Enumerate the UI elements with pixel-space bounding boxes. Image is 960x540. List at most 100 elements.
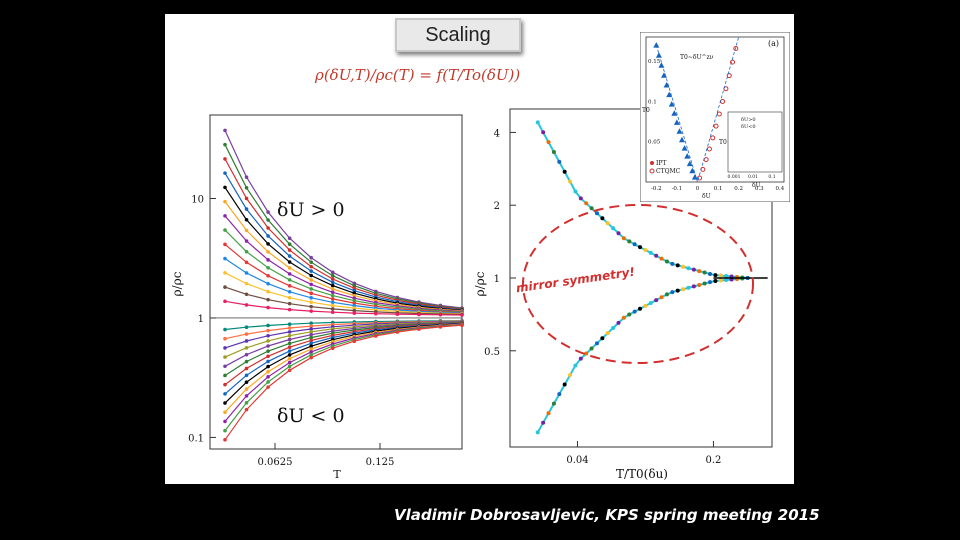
left-series-line xyxy=(224,201,463,312)
left-series-point xyxy=(309,264,313,269)
left-series-point xyxy=(244,175,249,179)
right-branch-point xyxy=(686,285,691,290)
inset-point-positive xyxy=(706,146,712,152)
left-ytick-label: 10 xyxy=(191,195,204,206)
left-series-point xyxy=(223,401,227,405)
left-series-point xyxy=(330,307,335,311)
inset-point-negative xyxy=(691,174,698,180)
inset-point-negative xyxy=(666,91,673,98)
mirror-ellipse xyxy=(522,204,754,364)
left-ylabel: ρ/ρc xyxy=(170,271,184,296)
left-series-point xyxy=(309,324,313,328)
left-series-point xyxy=(352,293,357,298)
inset-xtick-label: 0.4 xyxy=(776,186,785,192)
left-series-point xyxy=(223,392,227,396)
left-series-point xyxy=(266,354,270,359)
left-series-line xyxy=(224,272,463,315)
left-ytick-label: 1 xyxy=(198,314,204,325)
right-branch-point xyxy=(594,341,599,346)
right-branch-point xyxy=(541,130,546,135)
left-series-point xyxy=(244,332,249,336)
left-series-point xyxy=(223,242,227,247)
right-branch-point xyxy=(568,372,573,377)
right-xlabel: T/T0(δu) xyxy=(616,467,668,481)
right-branch-point xyxy=(562,382,567,387)
left-plot-frame xyxy=(209,114,463,450)
left-series-point xyxy=(352,288,357,293)
inset-legend-marker-ipt xyxy=(650,161,654,165)
right-branch-point xyxy=(654,298,659,303)
left-series-line xyxy=(224,322,463,395)
right-branch-point xyxy=(621,315,626,320)
inset-point-negative xyxy=(668,101,675,107)
left-series-point xyxy=(223,373,227,378)
right-branch-point xyxy=(691,284,696,289)
left-series-point xyxy=(244,346,249,350)
left-series-point xyxy=(352,286,357,291)
right-branch-point xyxy=(718,273,723,278)
left-series-line xyxy=(224,258,463,314)
right-branch-point xyxy=(632,242,637,247)
left-series-point xyxy=(244,352,249,357)
left-series-point xyxy=(287,307,292,312)
inset-xtick-label: 0 xyxy=(696,186,700,192)
left-series-point xyxy=(309,304,313,309)
left-series-point xyxy=(287,284,292,288)
left-series-point xyxy=(287,368,292,373)
right-branch-point xyxy=(535,120,540,125)
left-series-point xyxy=(244,303,249,307)
left-series-point xyxy=(309,347,313,351)
left-series-point xyxy=(223,228,227,232)
left-series-point xyxy=(309,291,313,296)
right-branch-point xyxy=(584,201,589,206)
left-series-point xyxy=(330,287,335,291)
right-xtick-label: 0.2 xyxy=(705,455,721,466)
left-series-point xyxy=(309,255,313,260)
inset-legend-ctqmc: CTQMC xyxy=(656,168,681,175)
right-ytick-label: 1 xyxy=(494,274,500,285)
right-branch-point xyxy=(724,278,729,283)
left-series-point xyxy=(287,360,292,365)
left-series-point xyxy=(460,323,464,328)
scaling-formula: ρ(δU,T)/ρc(T) = f(T/To(δU)) xyxy=(315,66,521,84)
right-branch-point xyxy=(686,266,691,271)
left-series-point xyxy=(309,295,313,300)
left-series-point xyxy=(266,250,270,254)
left-series-point xyxy=(244,387,249,391)
left-series-line xyxy=(224,215,463,313)
left-series-line xyxy=(224,229,463,313)
left-series-point xyxy=(395,330,400,334)
left-series-point xyxy=(266,385,270,389)
left-series-point xyxy=(266,359,270,364)
left-series-point xyxy=(266,242,270,246)
left-series-point xyxy=(352,283,357,288)
left-series-line xyxy=(224,320,463,331)
left-series-point xyxy=(266,328,270,333)
left-series-line xyxy=(224,324,463,441)
right-branch-point xyxy=(627,312,632,317)
left-series-point xyxy=(244,407,249,412)
right-branch-point xyxy=(670,261,675,266)
left-series-point xyxy=(309,282,313,287)
right-branch-point xyxy=(654,253,659,258)
left-series-point xyxy=(287,260,292,264)
left-series-line xyxy=(224,144,463,310)
left-series-point xyxy=(266,333,270,338)
right-branch-point xyxy=(632,309,637,314)
left-series-point xyxy=(330,300,335,305)
right-branch-point xyxy=(664,292,669,297)
left-series-point xyxy=(223,171,227,175)
left-series-point xyxy=(309,309,313,313)
mirror-annotation-line1: mirror symmetry! xyxy=(515,265,636,296)
left-series-point xyxy=(309,352,313,357)
left-series-point xyxy=(244,260,249,265)
right-branch-point xyxy=(535,430,540,435)
inset-legend-marker-ctqmc xyxy=(649,168,655,174)
left-series-point xyxy=(244,196,249,201)
right-branch-point xyxy=(718,278,723,283)
left-series-line xyxy=(224,130,463,309)
right-branch-point xyxy=(551,150,556,155)
left-series-point xyxy=(266,339,270,343)
left-series-point xyxy=(309,327,313,331)
left-series-point xyxy=(287,301,292,306)
